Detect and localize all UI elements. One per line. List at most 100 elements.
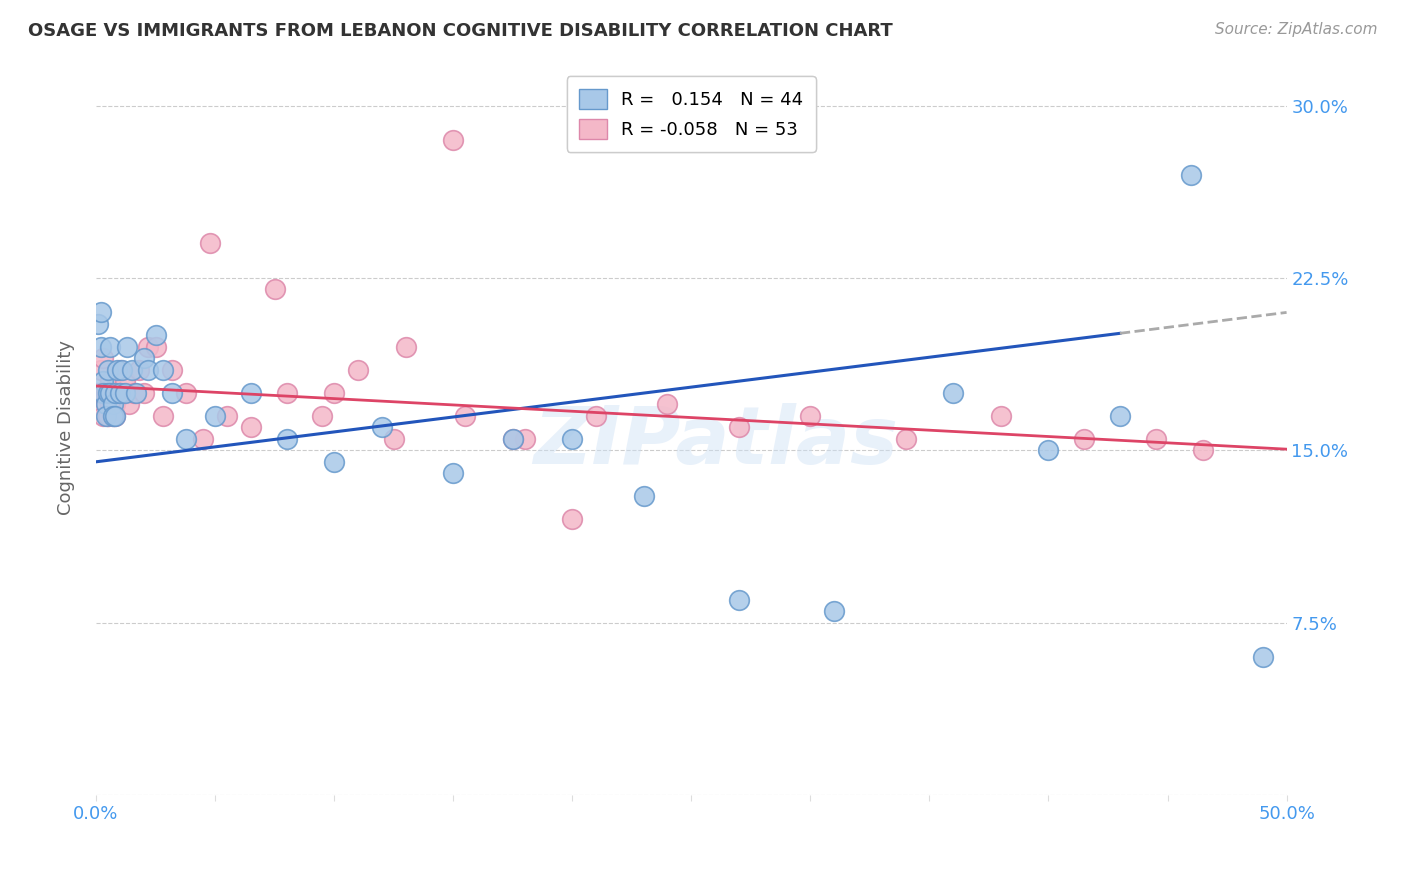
Point: [823, 604, 845, 618]
Point: [276, 432, 298, 446]
Point: [97, 363, 120, 377]
Point: [101, 397, 124, 411]
Point: [942, 385, 965, 400]
Point: [176, 432, 198, 446]
Text: ZIPatlas: ZIPatlas: [533, 403, 897, 481]
Point: [323, 455, 346, 469]
Point: [1144, 432, 1167, 446]
Point: [1192, 443, 1215, 458]
Point: [323, 385, 346, 400]
Point: [239, 420, 262, 434]
Point: [728, 592, 751, 607]
Point: [108, 363, 131, 377]
Point: [101, 409, 124, 423]
Point: [98, 375, 121, 389]
Point: [145, 328, 167, 343]
Point: [104, 409, 127, 423]
Point: [145, 340, 167, 354]
Point: [561, 432, 583, 446]
Point: [799, 409, 821, 423]
Point: [107, 385, 129, 400]
Point: [160, 385, 183, 400]
Point: [91, 375, 114, 389]
Point: [104, 385, 127, 400]
Point: [176, 385, 198, 400]
Point: [513, 432, 536, 446]
Point: [97, 409, 120, 423]
Point: [87, 385, 110, 400]
Point: [441, 467, 464, 481]
Point: [114, 375, 136, 389]
Point: [98, 385, 121, 400]
Point: [114, 385, 136, 400]
Text: OSAGE VS IMMIGRANTS FROM LEBANON COGNITIVE DISABILITY CORRELATION CHART: OSAGE VS IMMIGRANTS FROM LEBANON COGNITI…: [28, 22, 893, 40]
Point: [347, 363, 370, 377]
Point: [94, 409, 117, 423]
Point: [91, 409, 114, 423]
Point: [115, 340, 138, 354]
Point: [111, 385, 134, 400]
Point: [191, 432, 214, 446]
Point: [94, 385, 117, 400]
Point: [94, 397, 117, 411]
Point: [90, 363, 112, 377]
Point: [107, 363, 129, 377]
Text: Source: ZipAtlas.com: Source: ZipAtlas.com: [1215, 22, 1378, 37]
Point: [454, 409, 477, 423]
Point: [276, 385, 298, 400]
Point: [98, 397, 121, 411]
Point: [394, 340, 416, 354]
Point: [990, 409, 1012, 423]
Point: [502, 432, 524, 446]
Point: [204, 409, 226, 423]
Point: [1251, 650, 1274, 665]
Point: [111, 363, 134, 377]
Point: [101, 409, 124, 423]
Point: [87, 317, 110, 331]
Point: [91, 385, 114, 400]
Point: [90, 385, 112, 400]
Point: [1180, 168, 1202, 182]
Point: [502, 432, 524, 446]
Point: [104, 397, 127, 411]
Point: [441, 133, 464, 147]
Point: [657, 397, 679, 411]
Point: [128, 363, 150, 377]
Point: [215, 409, 238, 423]
Point: [121, 363, 143, 377]
Point: [382, 432, 405, 446]
Y-axis label: Cognitive Disability: Cognitive Disability: [58, 340, 75, 515]
Point: [138, 363, 160, 377]
Point: [585, 409, 607, 423]
Point: [104, 409, 127, 423]
Point: [239, 385, 262, 400]
Legend: R =   0.154   N = 44, R = -0.058   N = 53: R = 0.154 N = 44, R = -0.058 N = 53: [567, 76, 815, 152]
Point: [98, 340, 121, 354]
Point: [561, 512, 583, 526]
Point: [311, 409, 333, 423]
Point: [122, 385, 145, 400]
Point: [97, 409, 120, 423]
Point: [1038, 443, 1060, 458]
Point: [728, 420, 751, 434]
Point: [1109, 409, 1132, 423]
Point: [152, 363, 174, 377]
Point: [132, 385, 155, 400]
Point: [263, 282, 285, 296]
Point: [894, 432, 917, 446]
Point: [1073, 432, 1095, 446]
Point: [132, 351, 155, 366]
Point: [152, 409, 174, 423]
Point: [101, 385, 124, 400]
Point: [108, 385, 131, 400]
Point: [90, 305, 112, 319]
Point: [160, 363, 183, 377]
Point: [97, 385, 120, 400]
Point: [94, 397, 117, 411]
Point: [633, 489, 655, 503]
Point: [371, 420, 394, 434]
Point: [91, 351, 114, 366]
Point: [200, 236, 222, 251]
Point: [118, 397, 141, 411]
Point: [90, 340, 112, 354]
